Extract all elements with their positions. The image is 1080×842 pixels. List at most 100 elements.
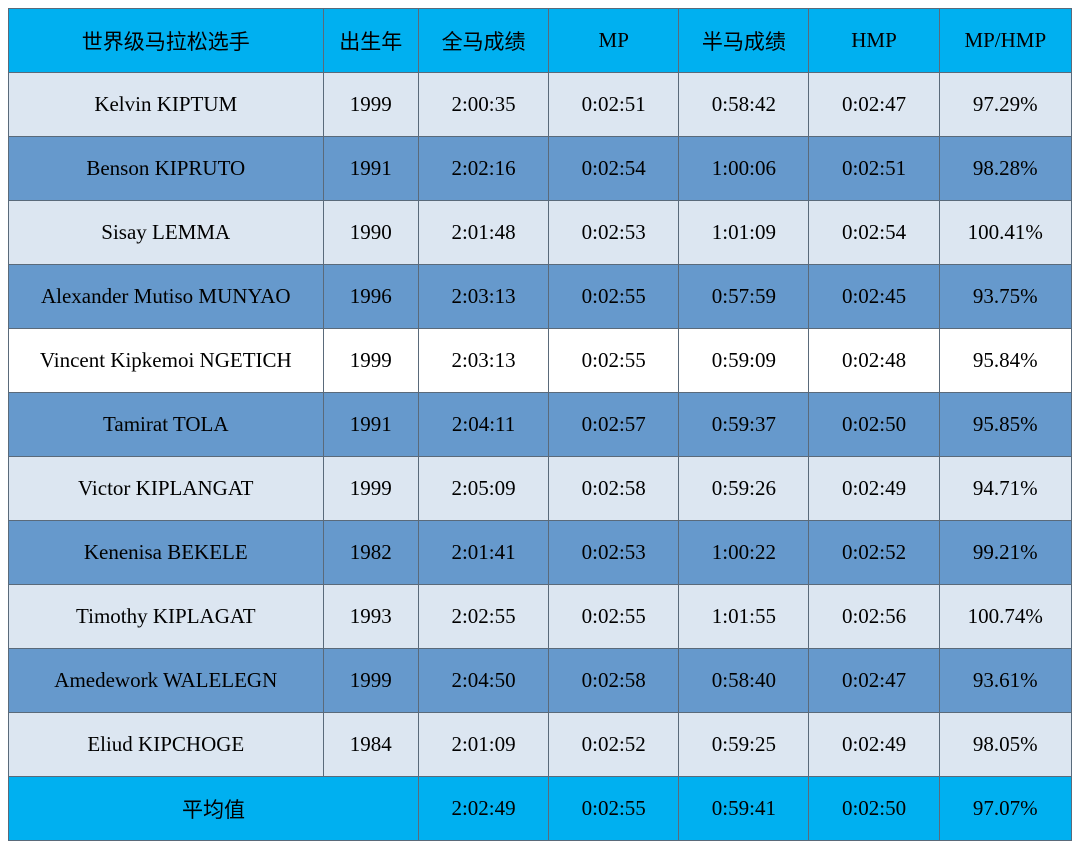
cell-hmp: 0:02:50 xyxy=(809,393,939,457)
cell-year: 1999 xyxy=(323,649,418,713)
cell-full: 2:02:16 xyxy=(418,137,548,201)
cell-avg-half: 0:59:41 xyxy=(679,777,809,841)
cell-avg-label: 平均值 xyxy=(9,777,419,841)
cell-full: 2:00:35 xyxy=(418,73,548,137)
cell-name: Timothy KIPLAGAT xyxy=(9,585,324,649)
marathon-table-container: 世界级马拉松选手 出生年 全马成绩 MP 半马成绩 HMP MP/HMP Kel… xyxy=(8,8,1072,834)
cell-name: Vincent Kipkemoi NGETICH xyxy=(9,329,324,393)
cell-hmp: 0:02:45 xyxy=(809,265,939,329)
marathon-table: 世界级马拉松选手 出生年 全马成绩 MP 半马成绩 HMP MP/HMP Kel… xyxy=(8,8,1072,841)
col-header-full: 全马成绩 xyxy=(418,9,548,73)
cell-hmp: 0:02:51 xyxy=(809,137,939,201)
table-row: Vincent Kipkemoi NGETICH19992:03:130:02:… xyxy=(9,329,1072,393)
cell-half: 1:01:55 xyxy=(679,585,809,649)
table-row: Kenenisa BEKELE19822:01:410:02:531:00:22… xyxy=(9,521,1072,585)
cell-half: 0:57:59 xyxy=(679,265,809,329)
cell-avg-mp: 0:02:55 xyxy=(549,777,679,841)
cell-avg-hmp: 0:02:50 xyxy=(809,777,939,841)
cell-year: 1982 xyxy=(323,521,418,585)
cell-ratio: 98.05% xyxy=(939,713,1071,777)
cell-name: Victor KIPLANGAT xyxy=(9,457,324,521)
cell-half: 0:58:42 xyxy=(679,73,809,137)
cell-mp: 0:02:51 xyxy=(549,73,679,137)
cell-year: 1991 xyxy=(323,393,418,457)
cell-mp: 0:02:55 xyxy=(549,329,679,393)
cell-hmp: 0:02:47 xyxy=(809,649,939,713)
cell-full: 2:01:41 xyxy=(418,521,548,585)
cell-full: 2:05:09 xyxy=(418,457,548,521)
cell-ratio: 95.85% xyxy=(939,393,1071,457)
cell-hmp: 0:02:47 xyxy=(809,73,939,137)
cell-name: Benson KIPRUTO xyxy=(9,137,324,201)
cell-half: 0:58:40 xyxy=(679,649,809,713)
cell-name: Kenenisa BEKELE xyxy=(9,521,324,585)
cell-half: 0:59:25 xyxy=(679,713,809,777)
cell-mp: 0:02:54 xyxy=(549,137,679,201)
cell-mp: 0:02:55 xyxy=(549,265,679,329)
cell-year: 1999 xyxy=(323,73,418,137)
cell-avg-ratio: 97.07% xyxy=(939,777,1071,841)
col-header-half: 半马成绩 xyxy=(679,9,809,73)
cell-half: 0:59:09 xyxy=(679,329,809,393)
cell-year: 1993 xyxy=(323,585,418,649)
table-row: Kelvin KIPTUM19992:00:350:02:510:58:420:… xyxy=(9,73,1072,137)
cell-mp: 0:02:53 xyxy=(549,521,679,585)
cell-full: 2:01:09 xyxy=(418,713,548,777)
cell-year: 1999 xyxy=(323,457,418,521)
cell-hmp: 0:02:49 xyxy=(809,457,939,521)
col-header-year: 出生年 xyxy=(323,9,418,73)
cell-half: 0:59:26 xyxy=(679,457,809,521)
cell-name: Sisay LEMMA xyxy=(9,201,324,265)
cell-hmp: 0:02:56 xyxy=(809,585,939,649)
cell-ratio: 98.28% xyxy=(939,137,1071,201)
cell-full: 2:03:13 xyxy=(418,329,548,393)
cell-ratio: 100.74% xyxy=(939,585,1071,649)
cell-mp: 0:02:53 xyxy=(549,201,679,265)
table-row: Timothy KIPLAGAT19932:02:550:02:551:01:5… xyxy=(9,585,1072,649)
cell-mp: 0:02:58 xyxy=(549,649,679,713)
table-row: Tamirat TOLA19912:04:110:02:570:59:370:0… xyxy=(9,393,1072,457)
cell-half: 1:01:09 xyxy=(679,201,809,265)
cell-year: 1990 xyxy=(323,201,418,265)
cell-mp: 0:02:52 xyxy=(549,713,679,777)
cell-full: 2:04:50 xyxy=(418,649,548,713)
cell-half: 0:59:37 xyxy=(679,393,809,457)
cell-ratio: 100.41% xyxy=(939,201,1071,265)
cell-ratio: 94.71% xyxy=(939,457,1071,521)
cell-year: 1996 xyxy=(323,265,418,329)
cell-ratio: 97.29% xyxy=(939,73,1071,137)
cell-ratio: 93.75% xyxy=(939,265,1071,329)
cell-mp: 0:02:57 xyxy=(549,393,679,457)
cell-hmp: 0:02:48 xyxy=(809,329,939,393)
cell-ratio: 95.84% xyxy=(939,329,1071,393)
cell-name: Tamirat TOLA xyxy=(9,393,324,457)
col-header-hmp: HMP xyxy=(809,9,939,73)
table-row: Alexander Mutiso MUNYAO19962:03:130:02:5… xyxy=(9,265,1072,329)
cell-mp: 0:02:55 xyxy=(549,585,679,649)
table-row-average: 平均值2:02:490:02:550:59:410:02:5097.07% xyxy=(9,777,1072,841)
table-header: 世界级马拉松选手 出生年 全马成绩 MP 半马成绩 HMP MP/HMP xyxy=(9,9,1072,73)
table-row: Amedework WALELEGN19992:04:500:02:580:58… xyxy=(9,649,1072,713)
cell-mp: 0:02:58 xyxy=(549,457,679,521)
cell-avg-full: 2:02:49 xyxy=(418,777,548,841)
cell-half: 1:00:06 xyxy=(679,137,809,201)
table-body: Kelvin KIPTUM19992:00:350:02:510:58:420:… xyxy=(9,73,1072,841)
col-header-ratio: MP/HMP xyxy=(939,9,1071,73)
cell-full: 2:03:13 xyxy=(418,265,548,329)
cell-year: 1991 xyxy=(323,137,418,201)
col-header-mp: MP xyxy=(549,9,679,73)
cell-name: Eliud KIPCHOGE xyxy=(9,713,324,777)
cell-hmp: 0:02:52 xyxy=(809,521,939,585)
cell-name: Amedework WALELEGN xyxy=(9,649,324,713)
cell-ratio: 99.21% xyxy=(939,521,1071,585)
cell-full: 2:02:55 xyxy=(418,585,548,649)
cell-hmp: 0:02:54 xyxy=(809,201,939,265)
cell-hmp: 0:02:49 xyxy=(809,713,939,777)
table-row: Victor KIPLANGAT19992:05:090:02:580:59:2… xyxy=(9,457,1072,521)
cell-full: 2:01:48 xyxy=(418,201,548,265)
table-row: Eliud KIPCHOGE19842:01:090:02:520:59:250… xyxy=(9,713,1072,777)
cell-name: Kelvin KIPTUM xyxy=(9,73,324,137)
cell-year: 1999 xyxy=(323,329,418,393)
col-header-name: 世界级马拉松选手 xyxy=(9,9,324,73)
table-row: Sisay LEMMA19902:01:480:02:531:01:090:02… xyxy=(9,201,1072,265)
